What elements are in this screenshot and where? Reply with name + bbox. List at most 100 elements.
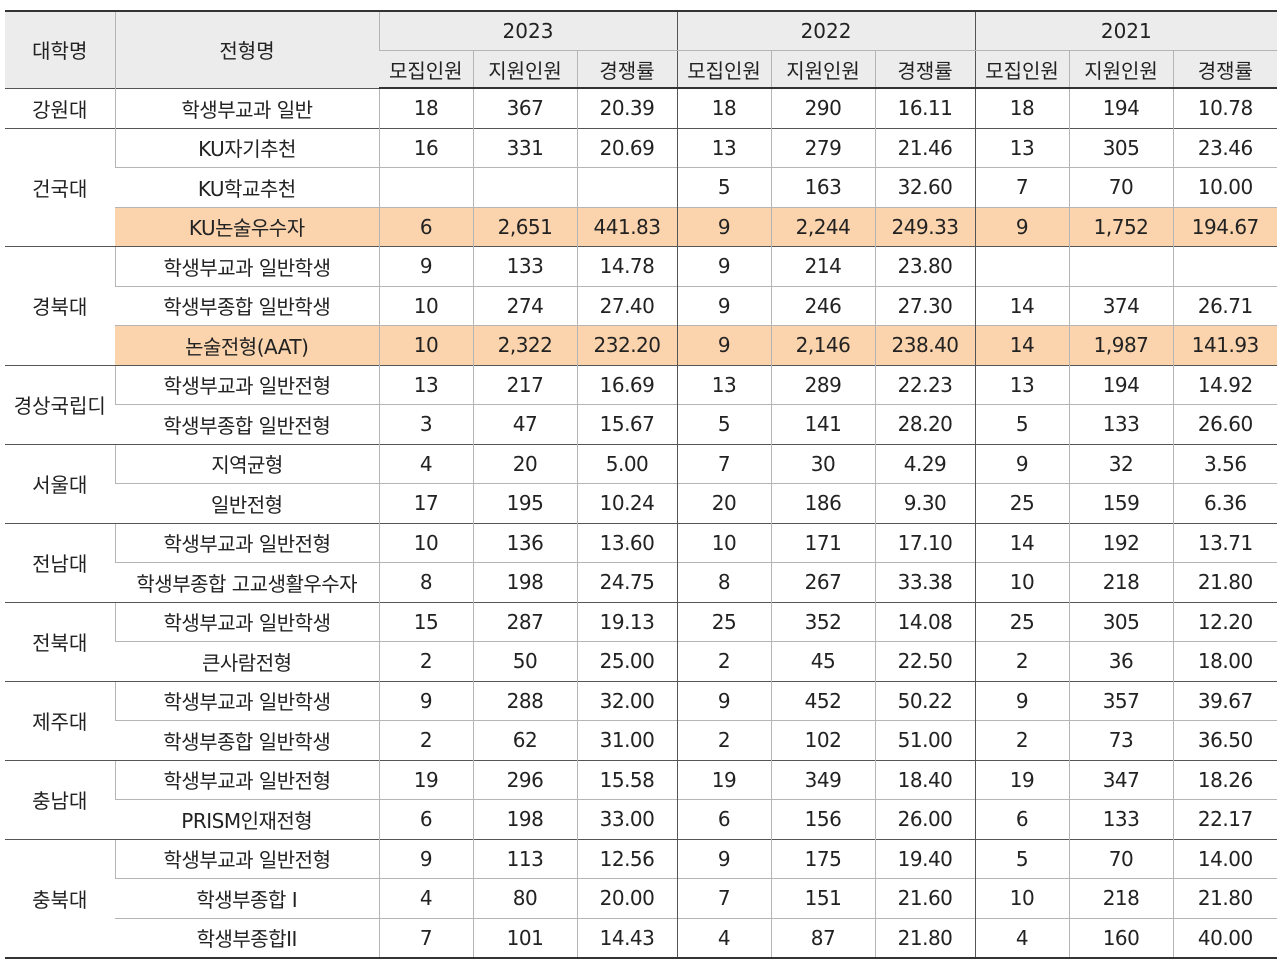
value-cell: 6 xyxy=(974,799,1070,839)
value-cell: 25 xyxy=(676,601,772,642)
value-cell: 9 xyxy=(676,680,772,721)
program-cell: 학생부종합II xyxy=(115,917,379,958)
value-cell: 2 xyxy=(378,720,473,760)
value-cell: 347 xyxy=(1068,759,1174,800)
value-cell: 10 xyxy=(676,522,772,563)
university-cell: 충남대 xyxy=(5,759,115,839)
value-cell: 73 xyxy=(1068,720,1174,760)
value-cell: 279 xyxy=(770,127,876,168)
value-cell: 159 xyxy=(1068,483,1174,523)
university-cell: 충북대 xyxy=(5,838,115,958)
value-cell: 171 xyxy=(770,522,876,563)
value-cell: 2 xyxy=(676,641,772,681)
value-cell: 1,752 xyxy=(1068,206,1174,247)
value-cell: 9 xyxy=(378,680,473,721)
value-cell: 331 xyxy=(472,127,577,168)
value-cell: 10.78 xyxy=(1172,87,1278,128)
value-cell: 287 xyxy=(472,601,577,642)
value-cell: 14 xyxy=(974,325,1070,365)
value-cell: 5 xyxy=(676,404,772,444)
value-cell: 160 xyxy=(1068,917,1174,958)
value-cell: 25.00 xyxy=(576,641,678,681)
value-cell: 352 xyxy=(770,601,876,642)
value-cell: 20 xyxy=(472,443,577,484)
value-cell: 217 xyxy=(472,364,577,405)
value-cell: 6.36 xyxy=(1172,483,1278,523)
admissions-table-container: 대학명 전형명 2023 2022 2021 모집인원 지원인원 경쟁률 모집인원 지원… xyxy=(5,10,1278,959)
program-cell: 일반전형 xyxy=(115,483,379,523)
value-cell: 22.17 xyxy=(1172,799,1278,839)
value-cell: 36.50 xyxy=(1172,720,1278,760)
value-cell: 13 xyxy=(974,127,1070,168)
value-cell: 249.33 xyxy=(874,206,976,247)
value-cell: 4 xyxy=(974,917,1070,958)
value-cell: 19 xyxy=(378,759,473,800)
value-cell: 45 xyxy=(770,641,876,681)
value-cell: 18 xyxy=(378,87,473,128)
value-cell: 20.69 xyxy=(576,127,678,168)
subheader-ratio: 경쟁률 xyxy=(874,50,976,89)
program-cell: 학생부교과 일반학생 xyxy=(114,601,379,642)
value-cell: 133 xyxy=(472,246,577,286)
university-cell: 강원대 xyxy=(5,87,115,128)
table-row: 논술전형(AAT) 10 2,322 232.20 9 2,146 238.40 14 1,98… xyxy=(5,325,1278,365)
university-cell: 경상국립디 xyxy=(5,364,115,444)
value-cell: 232.20 xyxy=(576,325,678,365)
program-cell: 큰사람전형 xyxy=(115,641,379,681)
value-cell: 32.00 xyxy=(576,680,678,721)
value-cell: 62 xyxy=(472,720,577,760)
value-cell: 9 xyxy=(974,680,1070,721)
table-row: 강원대 학생부교과 일반 18 367 20.39 18 290 16.11 18 194 10.7… xyxy=(5,87,1278,128)
value-cell: 13.71 xyxy=(1172,522,1278,563)
value-cell xyxy=(1068,246,1174,286)
value-cell: 15.67 xyxy=(576,404,678,444)
value-cell: 441.83 xyxy=(576,206,678,247)
value-cell: 19.40 xyxy=(874,838,976,879)
value-cell: 349 xyxy=(770,759,876,800)
value-cell: 17.10 xyxy=(874,522,976,563)
program-cell: 학생부종합 고교생활우수자 xyxy=(115,562,379,602)
value-cell: 10.00 xyxy=(1172,167,1278,207)
subheader-recruit: 모집인원 xyxy=(379,50,473,89)
value-cell: 357 xyxy=(1068,680,1174,721)
value-cell: 40.00 xyxy=(1172,917,1278,958)
value-cell: 289 xyxy=(770,364,876,405)
header-university: 대학명 xyxy=(5,11,115,88)
value-cell: 23.80 xyxy=(874,246,976,286)
program-cell: 학생부교과 일반전형 xyxy=(114,759,379,800)
value-cell: 24.75 xyxy=(576,562,678,602)
value-cell: 194 xyxy=(1068,87,1174,128)
value-cell: 9 xyxy=(676,206,772,247)
value-cell: 16.69 xyxy=(576,364,678,405)
program-cell: 학생부교과 일반전형 xyxy=(114,838,379,879)
table-row: 제주대 학생부교과 일반학생 9 288 32.00 9 452 50.22 9 357 39.67 xyxy=(5,680,1278,760)
value-cell: 21.46 xyxy=(874,127,976,168)
university-cell: 경북대 xyxy=(5,246,115,365)
table-row: 학생부종합 일반전형 3 47 15.67 5 141 28.20 5 133 26.60 xyxy=(5,404,1278,444)
value-cell: 39.67 xyxy=(1172,680,1278,721)
program-cell: 학생부교과 일반학생 xyxy=(114,680,379,721)
value-cell: 288 xyxy=(472,680,577,721)
value-cell: 9 xyxy=(378,838,473,879)
value-cell: 296 xyxy=(472,759,577,800)
value-cell: 9 xyxy=(676,838,772,879)
value-cell: 7 xyxy=(676,878,772,918)
value-cell: 51.00 xyxy=(874,720,976,760)
value-cell: 186 xyxy=(770,483,876,523)
program-cell: 학생부종합 I xyxy=(115,878,379,918)
value-cell: 18.26 xyxy=(1172,759,1278,800)
value-cell: 21.80 xyxy=(1172,562,1278,602)
value-cell: 305 xyxy=(1068,127,1174,168)
value-cell: 18 xyxy=(676,87,772,128)
value-cell: 25 xyxy=(974,483,1070,523)
value-cell: 218 xyxy=(1068,878,1174,918)
program-cell: 학생부교과 일반 xyxy=(114,87,379,128)
value-cell: 4 xyxy=(676,917,772,958)
admissions-table: 대학명 전형명 2023 2022 2021 모집인원 지원인원 경쟁률 모집인원 지원… xyxy=(5,10,1278,959)
value-cell: 33.00 xyxy=(576,799,678,839)
subheader-applicants: 지원인원 xyxy=(770,50,876,89)
value-cell: 2,651 xyxy=(472,206,577,247)
value-cell: 2,146 xyxy=(770,325,876,365)
value-cell: 22.50 xyxy=(874,641,976,681)
table-row: 학생부종합 I 4 80 20.00 7 151 21.60 10 218 21.80 xyxy=(5,878,1278,918)
